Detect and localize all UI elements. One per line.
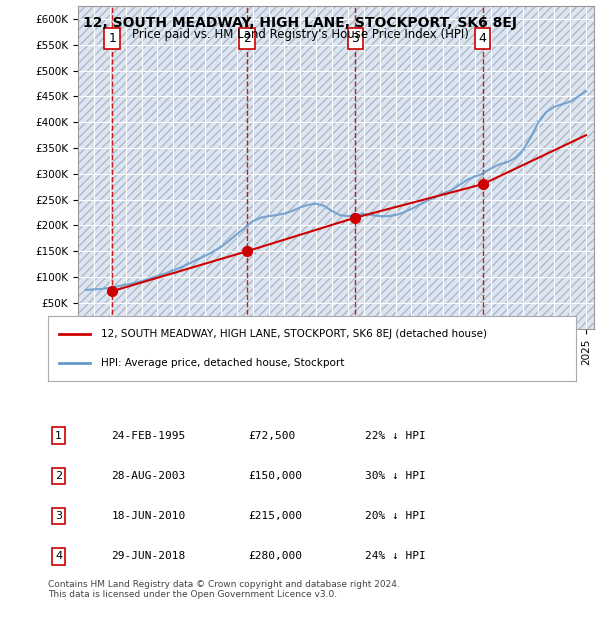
Text: 4: 4 [479,32,487,45]
Text: £150,000: £150,000 [248,471,302,481]
Text: HPI: Average price, detached house, Stockport: HPI: Average price, detached house, Stoc… [101,358,344,368]
Text: 2: 2 [55,471,62,481]
Text: 2: 2 [243,32,251,45]
Text: 1: 1 [55,430,62,441]
Text: 12, SOUTH MEADWAY, HIGH LANE, STOCKPORT, SK6 8EJ: 12, SOUTH MEADWAY, HIGH LANE, STOCKPORT,… [83,16,517,30]
Text: 22% ↓ HPI: 22% ↓ HPI [365,430,425,441]
Text: 30% ↓ HPI: 30% ↓ HPI [365,471,425,481]
Text: 3: 3 [55,511,62,521]
Text: £215,000: £215,000 [248,511,302,521]
Text: 24% ↓ HPI: 24% ↓ HPI [365,551,425,562]
Text: £280,000: £280,000 [248,551,302,562]
Text: £72,500: £72,500 [248,430,296,441]
Text: 24-FEB-1995: 24-FEB-1995 [112,430,185,441]
Text: 12, SOUTH MEADWAY, HIGH LANE, STOCKPORT, SK6 8EJ (detached house): 12, SOUTH MEADWAY, HIGH LANE, STOCKPORT,… [101,329,487,339]
Text: 4: 4 [55,551,62,562]
Text: 18-JUN-2010: 18-JUN-2010 [112,511,185,521]
Text: 1: 1 [108,32,116,45]
Text: 3: 3 [351,32,359,45]
Text: 28-AUG-2003: 28-AUG-2003 [112,471,185,481]
Text: Contains HM Land Registry data © Crown copyright and database right 2024.
This d: Contains HM Land Registry data © Crown c… [48,580,400,599]
Text: Price paid vs. HM Land Registry's House Price Index (HPI): Price paid vs. HM Land Registry's House … [131,28,469,41]
Text: 20% ↓ HPI: 20% ↓ HPI [365,511,425,521]
Text: 29-JUN-2018: 29-JUN-2018 [112,551,185,562]
